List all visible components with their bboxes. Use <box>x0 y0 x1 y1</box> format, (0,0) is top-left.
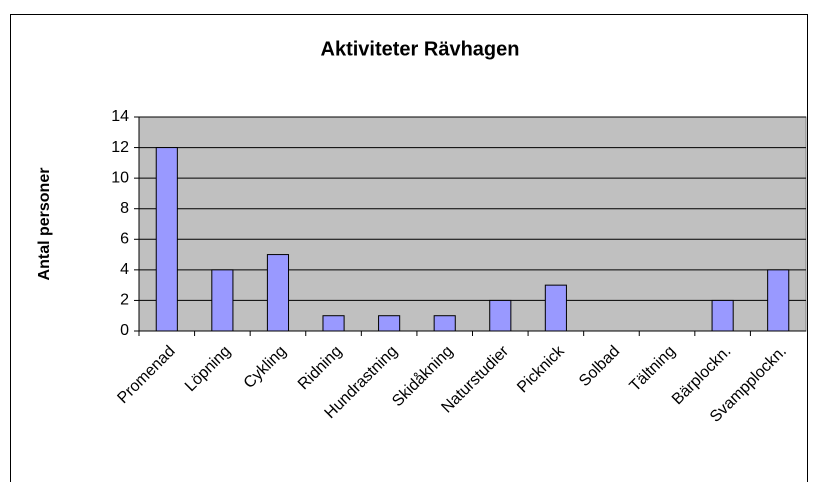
bar <box>266 254 290 332</box>
y-tick-label: 8 <box>120 200 129 217</box>
plot-area <box>138 116 807 332</box>
chart-title: Aktiviteter Rävhagen <box>321 38 520 60</box>
bar <box>544 284 567 332</box>
y-axis-label: Antal personer <box>36 168 53 281</box>
y-tick-label: 4 <box>120 261 129 278</box>
y-tick-label: 12 <box>111 139 129 156</box>
y-tick-label: 14 <box>111 108 129 125</box>
bar <box>211 269 234 332</box>
bar <box>433 315 456 332</box>
bar <box>711 299 734 332</box>
bar <box>767 269 790 332</box>
bar <box>155 147 178 332</box>
y-tick-label: 2 <box>120 292 129 309</box>
y-tick-label: 0 <box>120 322 129 339</box>
bar <box>322 315 345 332</box>
bar <box>489 299 512 332</box>
y-tick-label: 6 <box>120 231 129 248</box>
y-tick-label: 10 <box>111 169 129 186</box>
bar <box>378 315 401 332</box>
